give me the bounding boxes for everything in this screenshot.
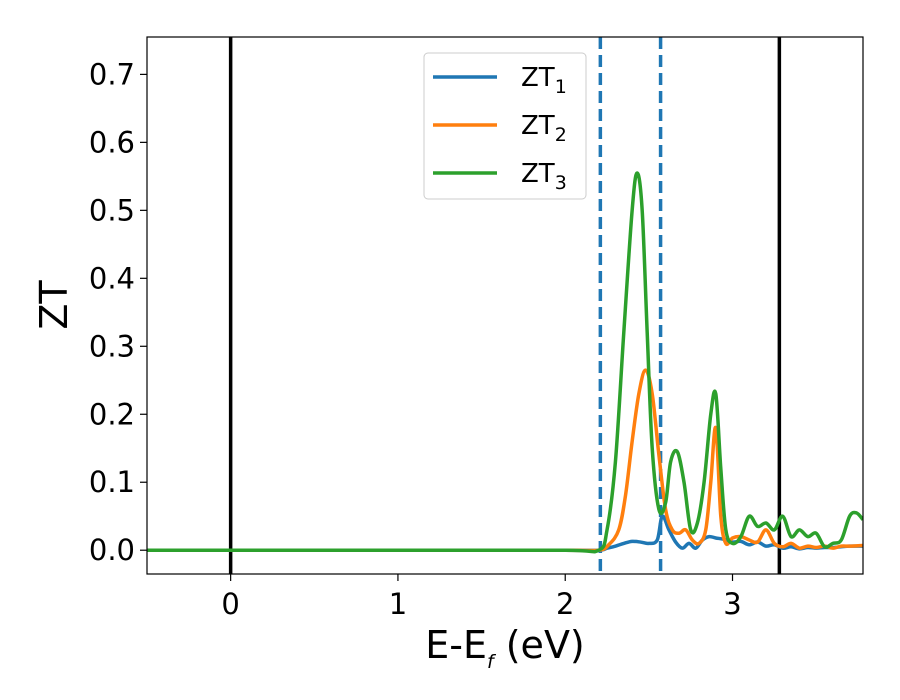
x-axis-title-tail: (eV)	[494, 623, 585, 667]
y-tick-label: 0.3	[89, 329, 135, 363]
legend-label-2: ZT2	[521, 111, 567, 146]
legend-label-main: ZT	[521, 111, 555, 141]
y-axis: 0.0 0.1 0.2 0.3 0.4 0.5 0.6 0.7	[89, 57, 147, 567]
x-axis: 0 1 2 3	[221, 574, 742, 621]
x-axis-title-main: E-E	[425, 623, 487, 667]
legend-box	[423, 52, 587, 200]
y-axis-title: ZT	[32, 280, 76, 330]
y-tick-label: 0.4	[89, 261, 135, 295]
legend-label-main: ZT	[521, 63, 555, 93]
y-tick-label: 0.6	[89, 125, 135, 159]
y-tick-label: 0.7	[89, 57, 135, 91]
y-tick-label: 0.0	[89, 533, 135, 567]
x-tick-label: 0	[221, 587, 239, 621]
x-axis-title: E-Ef (eV)	[425, 623, 585, 673]
x-tick-label: 1	[389, 587, 407, 621]
y-tick-label: 0.1	[89, 465, 135, 499]
series-line-3	[147, 171, 863, 554]
legend-label-1: ZT1	[521, 63, 567, 98]
legend-label-sub: 3	[555, 172, 567, 194]
legend-label-sub: 1	[555, 76, 567, 98]
series-line-2	[147, 368, 863, 553]
y-tick-label: 0.2	[89, 397, 135, 431]
legend-label-sub: 2	[555, 124, 567, 146]
vertical-lines	[228, 37, 782, 574]
x-tick-label: 3	[723, 587, 741, 621]
legend-label-main: ZT	[521, 159, 555, 189]
y-tick-label: 0.5	[89, 193, 135, 227]
x-tick-label: 2	[556, 587, 574, 621]
series-lines	[147, 171, 863, 554]
plot-frame	[146, 36, 864, 575]
legend-label-3: ZT3	[521, 159, 567, 194]
x-axis-title-sub: f	[487, 651, 497, 673]
